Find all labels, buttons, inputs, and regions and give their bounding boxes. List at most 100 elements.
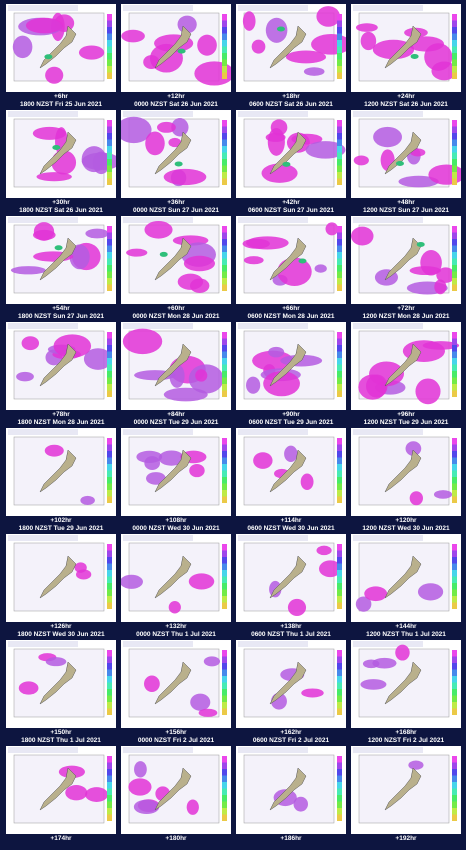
legend-swatch [222, 814, 227, 821]
legend-swatch [452, 602, 457, 609]
new-zealand [384, 343, 422, 387]
rain-area [32, 126, 67, 140]
legend-swatch [337, 46, 342, 53]
map-header [353, 323, 423, 329]
forecast-panel: +120hr 1200 NZST Wed 30 Jun 2021 [351, 428, 461, 532]
legend-swatch [107, 583, 112, 590]
legend-swatch [107, 33, 112, 40]
map-card [121, 640, 231, 728]
legend-swatch [337, 762, 342, 769]
legend-swatch [452, 451, 457, 458]
valid-time: 1200 NZST Mon 28 Jun 2021 [362, 313, 450, 320]
lead-time: +72hr [397, 305, 415, 312]
legend-swatch [452, 40, 457, 47]
map [8, 535, 112, 612]
forecast-panel: +162hr 0600 NZST Fri 2 Jul 2021 [236, 640, 346, 744]
legend-swatch [337, 139, 342, 146]
intense-rain [410, 53, 419, 59]
map-card [351, 322, 461, 410]
lead-time: +24hr [397, 93, 415, 100]
legend-swatch [452, 496, 457, 503]
legend-swatch [222, 782, 227, 789]
lead-time: +96hr [397, 411, 415, 418]
legend-swatch [452, 550, 457, 557]
rain-area [53, 334, 92, 358]
map-header [123, 429, 193, 435]
legend-swatch [107, 27, 112, 34]
legend-swatch [107, 126, 112, 133]
forecast-panel: +90hr 0600 NZST Tue 29 Jun 2021 [236, 322, 346, 426]
map [8, 641, 112, 718]
forecast-panel: +42hr 0600 NZST Sun 27 Jun 2021 [236, 110, 346, 214]
rain-area [325, 222, 339, 236]
legend-swatch [337, 271, 342, 278]
legend-swatch [107, 669, 112, 676]
legend-swatch [452, 795, 457, 802]
legend-swatch [337, 496, 342, 503]
forecast-panel: +60hr 0000 NZST Mon 28 Jun 2021 [121, 216, 231, 320]
new-zealand [269, 131, 307, 175]
rain-area [69, 244, 90, 270]
valid-time: 0000 NZST Mon 28 Jun 2021 [132, 313, 220, 320]
legend-swatch [107, 120, 112, 127]
legend-swatch [337, 602, 342, 609]
lead-time: +132hr [165, 623, 187, 630]
legend-swatch [452, 589, 457, 596]
legend-swatch [222, 33, 227, 40]
legend-swatch [222, 451, 227, 458]
legend-swatch [107, 483, 112, 490]
forecast-panel: +174hr [6, 746, 116, 850]
legend-swatch [222, 232, 227, 239]
rain-area [314, 264, 327, 273]
new-zealand [269, 767, 307, 811]
rain-area [355, 23, 378, 32]
legend-swatch [337, 33, 342, 40]
rain-area [146, 472, 166, 485]
legend-swatch [337, 689, 342, 696]
legend-swatch [452, 258, 457, 265]
legend-swatch [337, 451, 342, 458]
rain-area [415, 378, 441, 405]
legend-swatch [107, 550, 112, 557]
rain-area [163, 387, 208, 402]
lead-time: +174hr [50, 835, 72, 842]
legend-swatch [452, 120, 457, 127]
rain-area [45, 657, 67, 667]
map-header [238, 429, 308, 435]
map-card [236, 534, 346, 622]
legend-swatch [107, 689, 112, 696]
intense-rain [44, 54, 53, 60]
new-zealand [269, 661, 307, 705]
rain-area [171, 118, 189, 137]
legend-swatch [337, 358, 342, 365]
legend-swatch [107, 457, 112, 464]
rain-area [417, 583, 444, 601]
forecast-panel: +192hr [351, 746, 461, 850]
rain-area [431, 61, 457, 81]
legend-swatch [107, 782, 112, 789]
map-header [123, 747, 193, 753]
legend-swatch [337, 239, 342, 246]
legend-swatch [337, 795, 342, 802]
rain-area [144, 675, 160, 692]
lead-time: +126hr [50, 623, 72, 630]
map [353, 323, 460, 405]
legend-swatch [222, 72, 227, 79]
forecast-panel: +54hr 1800 NZST Sun 27 Jun 2021 [6, 216, 116, 320]
legend-swatch [107, 258, 112, 265]
new-zealand [269, 25, 307, 69]
legend-swatch [452, 464, 457, 471]
map-card [121, 428, 231, 516]
legend-swatch [222, 490, 227, 497]
forecast-panel: +6hr 1800 NZST Fri 25 Jun 2021 [6, 4, 116, 108]
rain-area [268, 346, 285, 358]
new-zealand [269, 555, 307, 599]
new-zealand [384, 661, 422, 705]
map-header [123, 641, 193, 647]
legend-swatch [452, 72, 457, 79]
legend-swatch [222, 682, 227, 689]
legend-swatch [452, 271, 457, 278]
legend-swatch [107, 278, 112, 285]
legend-swatch [452, 669, 457, 676]
map [238, 747, 342, 824]
